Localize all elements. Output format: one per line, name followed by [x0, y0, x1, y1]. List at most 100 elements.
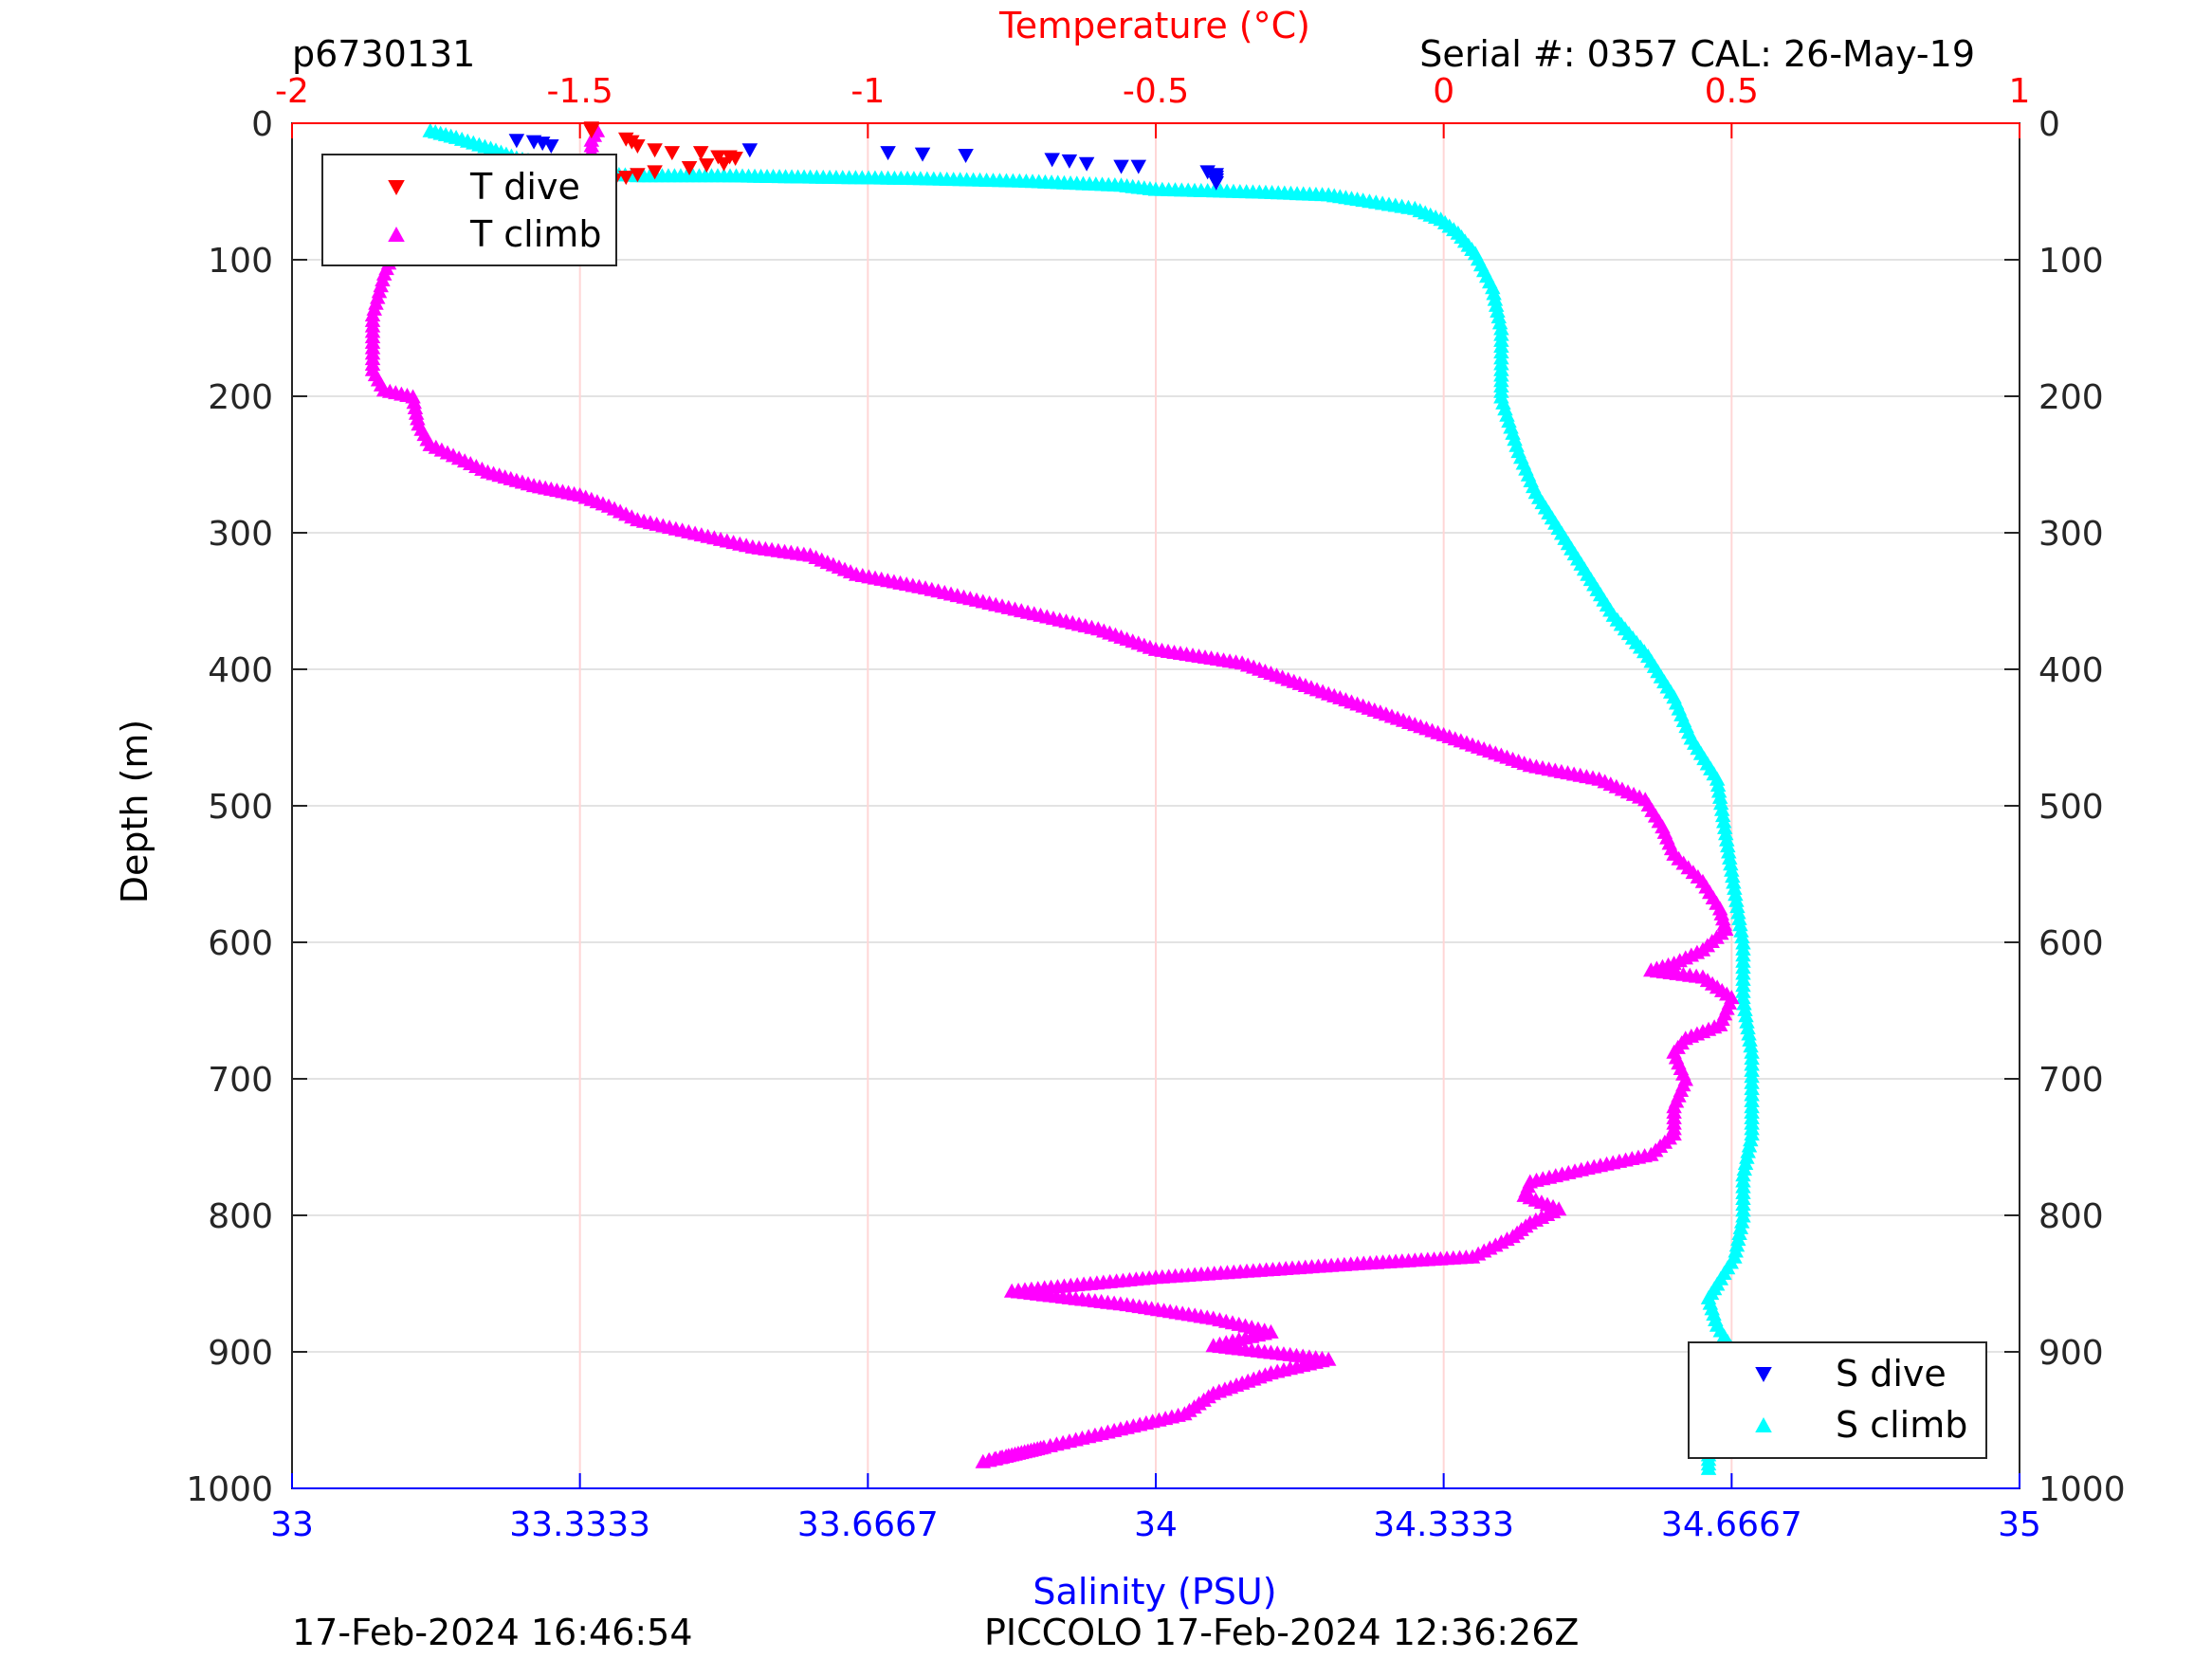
depth-tick-label-right: 100 — [2038, 242, 2104, 281]
depth-tick-label-left: 1000 — [186, 1470, 273, 1509]
depth-tick-label-right: 800 — [2038, 1197, 2104, 1236]
legend-marker-t-climb — [388, 227, 405, 242]
data-point — [1732, 1219, 1749, 1234]
data-point — [914, 147, 931, 162]
depth-tick-label-left: 800 — [208, 1197, 273, 1236]
depth-tick-label-right: 500 — [2038, 788, 2104, 827]
data-point — [1486, 285, 1502, 301]
salinity-tick-label: 33.6667 — [797, 1505, 939, 1544]
legend-label-s-climb: S climb — [1836, 1404, 1967, 1446]
depth-tick-label-right: 700 — [2038, 1061, 2104, 1100]
salinity-legend-box — [1688, 1341, 1987, 1459]
data-point — [1727, 880, 1743, 895]
data-point — [1710, 783, 1728, 798]
data-point — [1743, 1132, 1759, 1147]
data-point — [727, 151, 743, 166]
temperature-tick-label: -1.5 — [547, 72, 613, 111]
header-left: p6730131 — [292, 33, 475, 75]
data-point — [1715, 813, 1732, 829]
temperature-tick-label: -0.5 — [1123, 72, 1189, 111]
salinity-tick-label: 33.3333 — [509, 1505, 650, 1544]
temperature-tick-label: -1 — [850, 72, 885, 111]
depth-tick-label-left: 600 — [208, 924, 273, 963]
data-point — [1490, 309, 1508, 324]
data-point — [1724, 862, 1740, 877]
legend-marker-s-climb — [1755, 1417, 1772, 1432]
salinity-legend: S dive S climb — [1688, 1341, 1987, 1459]
legend-label-t-dive: T dive — [469, 166, 580, 208]
data-point — [1731, 910, 1747, 925]
data-point — [1728, 892, 1745, 907]
depth-tick-label-right: 200 — [2038, 378, 2104, 417]
data-point — [1742, 1031, 1758, 1047]
data-point — [1728, 1243, 1744, 1258]
depth-tick-label-left: 700 — [208, 1061, 273, 1100]
depth-tick-label-right: 300 — [2038, 515, 2104, 554]
depth-tick-label-right: 900 — [2038, 1334, 2104, 1373]
salinity-tick-label: 34 — [1134, 1505, 1178, 1544]
data-point — [1741, 1026, 1757, 1041]
data-point — [1744, 1126, 1760, 1141]
temperature-axis-title: Temperature (°C) — [998, 5, 1310, 46]
data-point — [647, 165, 663, 180]
footer-left: 17-Feb-2024 16:46:54 — [292, 1612, 693, 1653]
data-point — [1729, 899, 1746, 914]
depth-tick-label-left: 300 — [208, 515, 273, 554]
temperature-legend-box — [321, 154, 617, 266]
data-point — [1738, 1008, 1754, 1023]
data-point — [1730, 904, 1746, 920]
data-point — [958, 149, 974, 164]
data-point — [1739, 1149, 1755, 1164]
data-point — [1728, 886, 1744, 902]
data-point — [692, 146, 709, 161]
data-point — [1739, 1013, 1755, 1029]
data-point — [1078, 156, 1095, 172]
legend-label-t-climb: T climb — [469, 213, 601, 255]
salinity-tick-label: 35 — [1998, 1505, 2041, 1544]
data-point — [1721, 844, 1737, 859]
data-point — [1709, 771, 1726, 786]
data-point — [1737, 1155, 1754, 1170]
data-series — [364, 121, 1760, 1475]
depth-tick-label-left: 500 — [208, 788, 273, 827]
temperature-legend: T dive T climb — [321, 154, 617, 266]
data-point — [630, 168, 646, 183]
data-point — [741, 143, 759, 158]
legend-marker-glyph — [388, 180, 405, 195]
data-point — [1736, 995, 1752, 1011]
data-point — [1732, 917, 1748, 932]
data-point — [1719, 831, 1735, 847]
data-point — [1733, 922, 1749, 938]
data-point — [1709, 777, 1727, 793]
data-point — [1723, 856, 1739, 871]
data-point — [1487, 291, 1504, 306]
data-point — [1736, 1161, 1753, 1176]
data-point — [1735, 990, 1751, 1005]
depth-tick-label-right: 1000 — [2038, 1470, 2126, 1509]
salinity-tick-label: 33 — [270, 1505, 314, 1544]
legend-marker-t-dive — [388, 180, 405, 195]
data-point — [1130, 159, 1147, 174]
data-point — [1740, 1143, 1756, 1158]
data-point — [1714, 808, 1731, 823]
legend-marker-s-dive — [1755, 1367, 1772, 1382]
data-point — [1722, 849, 1738, 865]
data-point — [1733, 1213, 1750, 1229]
salinity-tick-label: 34.3333 — [1373, 1505, 1514, 1544]
data-point — [1740, 1020, 1756, 1035]
axes: 0 0 100 100 200 200 300 300 400 400 500 500 600 600 70… — [186, 72, 2125, 1544]
temperature-tick-label: -2 — [275, 72, 309, 111]
depth-tick-label-left: 100 — [208, 242, 273, 281]
temperature-tick-label: 0 — [1433, 72, 1454, 111]
legend-marker-glyph — [1755, 1367, 1772, 1382]
depth-tick-label-left: 400 — [208, 651, 273, 690]
data-point — [1720, 838, 1736, 853]
data-point — [1061, 154, 1078, 169]
data-point — [1712, 795, 1729, 811]
data-point — [508, 134, 525, 149]
data-point — [1741, 1138, 1758, 1153]
data-point — [880, 146, 896, 161]
data-point — [630, 138, 646, 154]
data-point — [1726, 874, 1742, 889]
